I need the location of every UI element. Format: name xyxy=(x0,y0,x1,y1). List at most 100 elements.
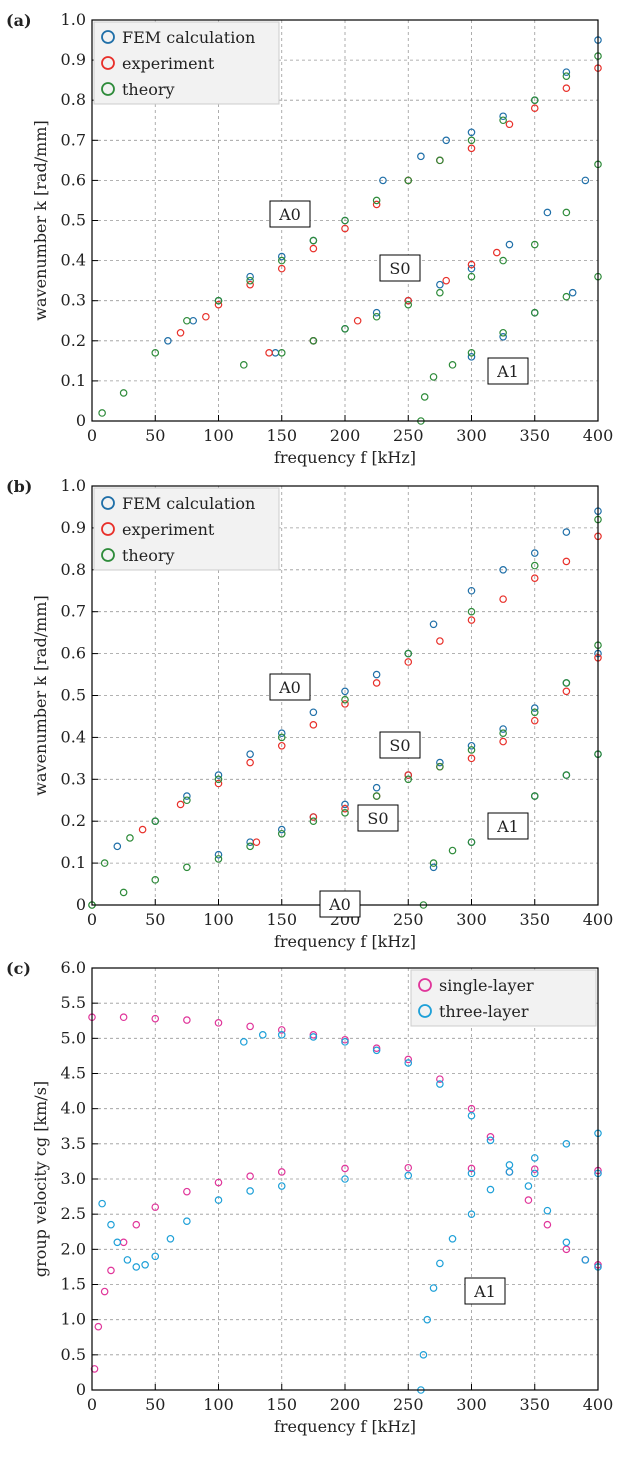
x-tick-label: 400 xyxy=(583,426,614,445)
x-tick-label: 350 xyxy=(519,1395,550,1414)
data-point xyxy=(467,754,476,763)
annotation: A0 xyxy=(278,678,301,697)
data-point xyxy=(436,1080,444,1088)
data-point xyxy=(530,708,539,717)
legend-label: experiment xyxy=(122,520,215,539)
data-point xyxy=(436,762,444,771)
annotation-box xyxy=(269,673,311,701)
data-point xyxy=(246,1022,254,1031)
data-point xyxy=(341,800,349,809)
y-tick-label: 0.7 xyxy=(61,130,86,149)
y-tick-label: 0.7 xyxy=(61,602,86,621)
data-point xyxy=(467,272,476,281)
data-point xyxy=(341,224,349,233)
data-point xyxy=(214,296,223,305)
y-axis-label: wavenumber k [rad/mm] xyxy=(31,120,50,320)
data-point xyxy=(467,838,476,846)
y-tick-label: 0.5 xyxy=(61,211,86,230)
annotation-box xyxy=(464,1277,506,1305)
x-tick-label: 0 xyxy=(87,426,97,445)
data-point xyxy=(246,272,254,281)
annotation-box xyxy=(379,731,421,759)
data-point xyxy=(467,1104,476,1113)
data-point xyxy=(404,300,413,309)
data-point xyxy=(486,1136,495,1145)
annotation-box xyxy=(269,200,311,228)
data-point xyxy=(309,1033,318,1041)
data-point xyxy=(436,1259,444,1268)
data-point xyxy=(530,704,539,712)
data-point xyxy=(562,687,571,696)
data-point xyxy=(265,349,273,357)
y-tick-label: 0.4 xyxy=(61,251,86,270)
data-point xyxy=(214,1178,223,1187)
y-tick-label: 5.0 xyxy=(61,1028,86,1047)
y-tick-label: 1.0 xyxy=(61,476,86,495)
data-point xyxy=(562,68,571,76)
data-point xyxy=(246,276,254,285)
y-tick-label: 1.0 xyxy=(61,10,86,29)
data-point xyxy=(309,1031,318,1039)
legend-marker xyxy=(101,30,115,44)
data-point xyxy=(246,842,254,851)
data-point xyxy=(98,1199,106,1208)
data-point xyxy=(277,825,286,834)
y-tick-label: 0.9 xyxy=(61,518,86,537)
y-tick-label: 0 xyxy=(76,895,86,914)
data-point xyxy=(530,96,539,105)
data-point xyxy=(499,332,507,341)
data-point xyxy=(341,1038,349,1046)
legend-label: FEM calculation xyxy=(122,494,255,513)
x-tick-label: 50 xyxy=(145,910,165,929)
data-point xyxy=(123,1256,132,1264)
data-point xyxy=(404,296,413,305)
annotation-box xyxy=(357,804,399,832)
annotation-box xyxy=(487,812,529,840)
x-tick-label: 150 xyxy=(266,1395,297,1414)
data-point xyxy=(562,679,571,687)
y-tick-label: 0 xyxy=(76,411,86,430)
data-point xyxy=(246,1172,254,1180)
data-point xyxy=(499,729,507,738)
x-tick-label: 250 xyxy=(393,426,424,445)
data-point xyxy=(404,649,413,658)
x-tick-label: 350 xyxy=(519,426,550,445)
y-tick-label: 3.5 xyxy=(61,1134,86,1153)
y-tick-label: 5.5 xyxy=(61,993,86,1012)
data-point xyxy=(183,1187,191,1196)
data-point xyxy=(499,595,507,603)
data-point xyxy=(164,336,172,345)
panel-label: (c) xyxy=(6,959,31,978)
data-point xyxy=(151,349,160,357)
data-point xyxy=(530,561,539,570)
data-point xyxy=(240,1038,248,1046)
y-tick-label: 0.6 xyxy=(61,170,86,189)
data-point xyxy=(341,804,349,813)
data-point xyxy=(372,312,381,321)
data-point xyxy=(372,200,381,209)
data-point xyxy=(183,1016,191,1024)
plot-frame xyxy=(91,967,599,1391)
data-point xyxy=(467,746,476,754)
y-tick-label: 4.0 xyxy=(61,1099,86,1118)
data-point xyxy=(442,136,451,145)
y-tick-label: 0.9 xyxy=(61,50,86,69)
data-point xyxy=(183,792,191,800)
data-point xyxy=(499,737,507,746)
data-point xyxy=(543,1206,552,1215)
data-point xyxy=(530,716,539,725)
x-tick-label: 150 xyxy=(266,426,297,445)
legend-marker xyxy=(101,522,115,536)
data-point xyxy=(277,741,286,750)
data-point xyxy=(562,208,571,217)
data-point xyxy=(183,316,191,325)
legend-box xyxy=(93,21,280,105)
data-point xyxy=(568,288,577,297)
data-point xyxy=(467,1111,476,1120)
data-point xyxy=(419,1351,428,1359)
data-point xyxy=(404,658,413,666)
data-point xyxy=(138,825,147,834)
data-point xyxy=(562,557,571,566)
x-axis-label: frequency f [kHz] xyxy=(274,448,416,467)
